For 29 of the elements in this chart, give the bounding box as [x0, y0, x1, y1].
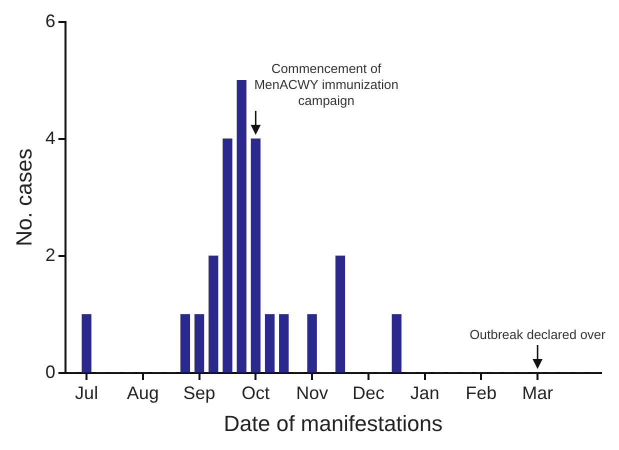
annotation: Commencement of MenACWY immunization campaign	[254, 60, 398, 108]
bar	[194, 314, 204, 372]
x-tick-label: Sep	[183, 382, 216, 403]
x-tick-label: Nov	[296, 382, 328, 403]
bar	[236, 80, 246, 372]
y-tick-label: 0	[45, 362, 56, 382]
x-tick-label: Dec	[352, 382, 384, 403]
y-tick-label: 6	[45, 10, 56, 31]
bar	[335, 256, 346, 372]
bar	[392, 314, 402, 372]
x-tick-label: Mar	[522, 382, 554, 403]
x-tick-label: Jul	[75, 382, 98, 403]
bar	[208, 256, 218, 372]
x-tick-label: Aug	[126, 382, 159, 403]
x-tick-label: Feb	[466, 382, 497, 403]
bar	[222, 138, 232, 372]
bar	[250, 138, 261, 372]
x-tick-label: Oct	[242, 382, 270, 403]
x-tick-label: Jan	[410, 382, 440, 403]
bar	[82, 314, 92, 372]
y-axis-title: No. cases	[11, 148, 36, 246]
x-axis-title: Date of manifestations	[224, 410, 443, 436]
bar	[279, 314, 289, 372]
bar	[180, 314, 190, 372]
bar	[264, 314, 275, 372]
annotation: Outbreak declared over	[470, 327, 606, 342]
y-tick-label: 4	[45, 128, 56, 148]
y-tick-label: 2	[45, 244, 56, 265]
bar	[307, 314, 317, 372]
